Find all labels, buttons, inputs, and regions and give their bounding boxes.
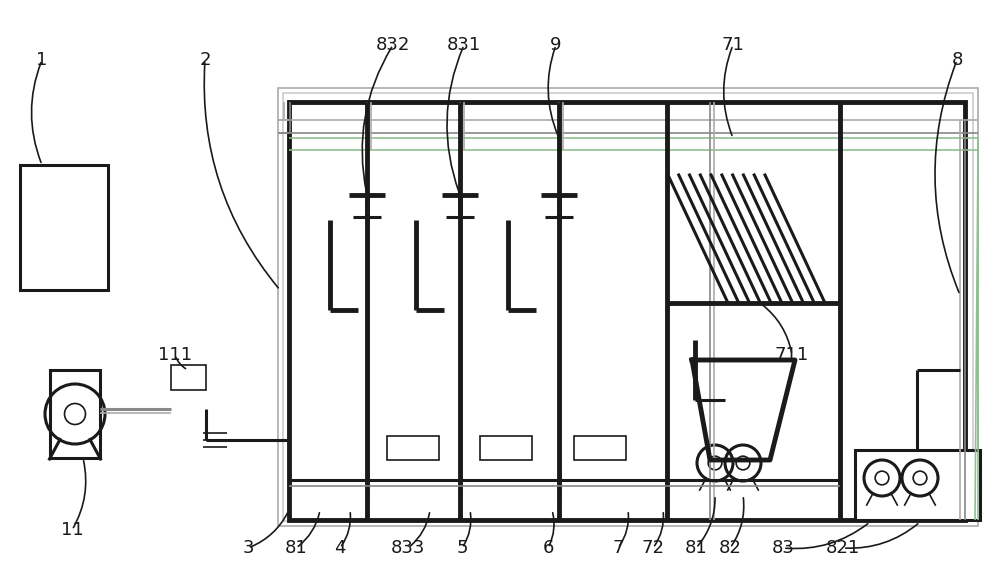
Text: 6: 6: [542, 539, 554, 557]
Bar: [20, 165, 108, 290]
Text: 821: 821: [826, 539, 860, 557]
Text: 81: 81: [285, 539, 307, 557]
Bar: [855, 450, 980, 520]
Bar: [50, 370, 100, 458]
Text: 831: 831: [447, 36, 481, 54]
Text: 4: 4: [334, 539, 346, 557]
Bar: [480, 436, 532, 460]
Text: 1: 1: [36, 51, 48, 69]
Text: 9: 9: [550, 36, 562, 54]
Text: 83: 83: [772, 539, 794, 557]
Text: 81: 81: [685, 539, 707, 557]
Bar: [574, 436, 626, 460]
Text: 2: 2: [199, 51, 211, 69]
Text: 5: 5: [456, 539, 468, 557]
Text: 7: 7: [612, 539, 624, 557]
Text: 3: 3: [242, 539, 254, 557]
Text: 11: 11: [61, 521, 83, 539]
Bar: [171, 365, 206, 390]
Text: 71: 71: [722, 36, 744, 54]
Text: 8: 8: [951, 51, 963, 69]
Bar: [278, 88, 978, 526]
Bar: [387, 436, 439, 460]
Bar: [289, 102, 965, 520]
Text: 82: 82: [719, 539, 741, 557]
Text: 111: 111: [158, 346, 192, 364]
Text: 832: 832: [376, 36, 410, 54]
Bar: [283, 93, 973, 521]
Text: 833: 833: [391, 539, 425, 557]
Text: 711: 711: [775, 346, 809, 364]
Text: 72: 72: [642, 539, 664, 557]
